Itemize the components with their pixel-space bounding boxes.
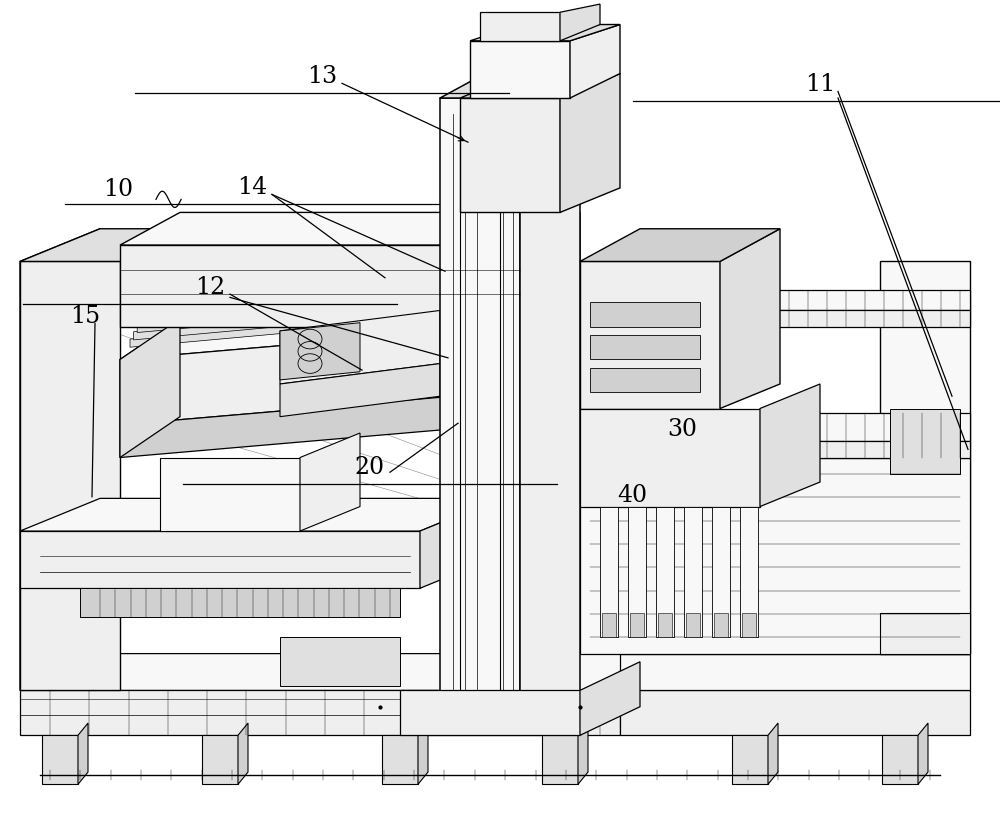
Polygon shape — [882, 735, 918, 784]
Polygon shape — [300, 433, 360, 531]
Polygon shape — [120, 212, 580, 245]
Polygon shape — [460, 98, 560, 212]
Polygon shape — [580, 290, 970, 310]
Polygon shape — [580, 408, 760, 507]
Text: 30: 30 — [667, 418, 697, 441]
Polygon shape — [768, 723, 778, 784]
Polygon shape — [134, 299, 494, 340]
Polygon shape — [20, 654, 700, 690]
Polygon shape — [520, 65, 580, 735]
Polygon shape — [137, 292, 497, 333]
Polygon shape — [130, 306, 490, 347]
Polygon shape — [440, 98, 520, 735]
Polygon shape — [280, 310, 440, 384]
Polygon shape — [686, 613, 700, 637]
Polygon shape — [580, 229, 780, 261]
Polygon shape — [620, 654, 970, 690]
Polygon shape — [628, 507, 646, 637]
Polygon shape — [160, 458, 300, 531]
Text: 11: 11 — [805, 74, 835, 96]
Polygon shape — [580, 441, 970, 458]
Text: 20: 20 — [355, 456, 385, 479]
Polygon shape — [570, 25, 620, 98]
Polygon shape — [470, 25, 620, 41]
Polygon shape — [880, 261, 970, 654]
Polygon shape — [470, 41, 570, 98]
Polygon shape — [630, 613, 644, 637]
Polygon shape — [480, 12, 560, 41]
Polygon shape — [120, 286, 560, 359]
Polygon shape — [20, 261, 120, 690]
Polygon shape — [600, 507, 618, 637]
Polygon shape — [580, 261, 720, 408]
Polygon shape — [880, 613, 970, 654]
Polygon shape — [382, 735, 418, 784]
Polygon shape — [280, 323, 360, 380]
Text: 10: 10 — [103, 178, 133, 201]
Polygon shape — [714, 613, 728, 637]
Polygon shape — [440, 65, 580, 98]
Polygon shape — [590, 302, 700, 327]
Polygon shape — [420, 498, 500, 588]
Polygon shape — [580, 458, 970, 654]
Polygon shape — [78, 723, 88, 784]
Polygon shape — [578, 723, 588, 784]
Text: 15: 15 — [70, 306, 100, 328]
Polygon shape — [520, 212, 580, 327]
Text: 13: 13 — [307, 65, 337, 88]
Text: 14: 14 — [237, 176, 267, 199]
Polygon shape — [120, 319, 180, 458]
Polygon shape — [740, 507, 758, 637]
Polygon shape — [580, 310, 970, 327]
Polygon shape — [656, 507, 674, 637]
Polygon shape — [120, 392, 500, 458]
Polygon shape — [732, 735, 768, 784]
Polygon shape — [590, 368, 700, 392]
Polygon shape — [280, 637, 400, 686]
Polygon shape — [120, 327, 500, 425]
Polygon shape — [400, 690, 580, 735]
Polygon shape — [684, 507, 702, 637]
Polygon shape — [20, 690, 620, 735]
Polygon shape — [658, 613, 672, 637]
Polygon shape — [20, 531, 420, 588]
Polygon shape — [602, 613, 616, 637]
Polygon shape — [560, 74, 620, 212]
Polygon shape — [580, 662, 640, 735]
Polygon shape — [20, 229, 100, 690]
Polygon shape — [202, 735, 238, 784]
Polygon shape — [141, 284, 501, 325]
Polygon shape — [418, 723, 428, 784]
Polygon shape — [80, 588, 400, 617]
Polygon shape — [590, 335, 700, 359]
Polygon shape — [760, 384, 820, 507]
Polygon shape — [580, 413, 970, 441]
Polygon shape — [20, 229, 220, 261]
Polygon shape — [280, 364, 440, 417]
Polygon shape — [238, 723, 248, 784]
Polygon shape — [742, 613, 756, 637]
Polygon shape — [20, 498, 500, 531]
Text: 40: 40 — [617, 484, 647, 507]
Polygon shape — [460, 74, 620, 98]
Polygon shape — [890, 408, 960, 474]
Polygon shape — [712, 507, 730, 637]
Text: 12: 12 — [195, 276, 225, 299]
Polygon shape — [918, 723, 928, 784]
Polygon shape — [560, 4, 600, 41]
Polygon shape — [620, 690, 970, 735]
Polygon shape — [42, 735, 78, 784]
Polygon shape — [720, 229, 780, 408]
Polygon shape — [120, 245, 520, 327]
Polygon shape — [542, 735, 578, 784]
